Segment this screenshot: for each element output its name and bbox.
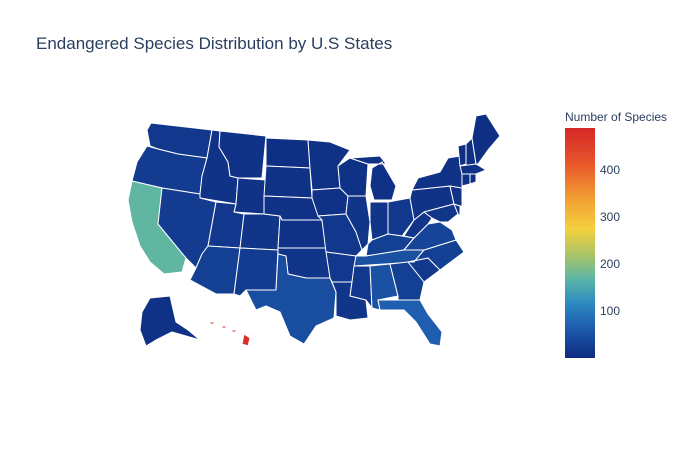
colorbar-tick-label: 200 xyxy=(600,257,621,272)
chart-title: Endangered Species Distribution by U.S S… xyxy=(36,34,393,53)
state-AR[interactable] xyxy=(325,251,357,283)
colorbar-tick-label: 400 xyxy=(600,163,621,178)
state-NY[interactable] xyxy=(411,155,465,191)
state-RI[interactable] xyxy=(469,173,477,185)
colorbar-title: Number of Species xyxy=(565,110,668,124)
state-IN[interactable] xyxy=(369,201,389,241)
state-KS[interactable] xyxy=(277,215,327,249)
state-MI[interactable] xyxy=(349,155,397,201)
state-NM[interactable] xyxy=(233,247,279,297)
state-AK[interactable] xyxy=(139,295,201,347)
state-WY[interactable] xyxy=(233,177,267,215)
state-WI[interactable] xyxy=(337,157,369,197)
state-TX[interactable] xyxy=(245,253,337,345)
state-SD[interactable] xyxy=(263,165,313,199)
state-CT[interactable] xyxy=(461,173,471,187)
state-FL[interactable] xyxy=(377,299,443,347)
colorbar-tick-label: 300 xyxy=(600,210,621,225)
colorbar-gradient xyxy=(565,128,595,358)
state-CO[interactable] xyxy=(239,213,281,251)
state-ND[interactable] xyxy=(265,137,311,169)
colorbar xyxy=(565,128,595,358)
state-VT[interactable] xyxy=(457,143,467,167)
colorbar-tick-label: 100 xyxy=(600,304,621,319)
state-MT[interactable] xyxy=(218,130,267,179)
state-IL[interactable] xyxy=(345,195,371,251)
state-HI[interactable] xyxy=(209,321,251,347)
state-MA[interactable] xyxy=(459,163,487,175)
state-IA[interactable] xyxy=(311,187,349,217)
state-ME[interactable] xyxy=(471,113,501,165)
state-OH[interactable] xyxy=(387,197,415,237)
